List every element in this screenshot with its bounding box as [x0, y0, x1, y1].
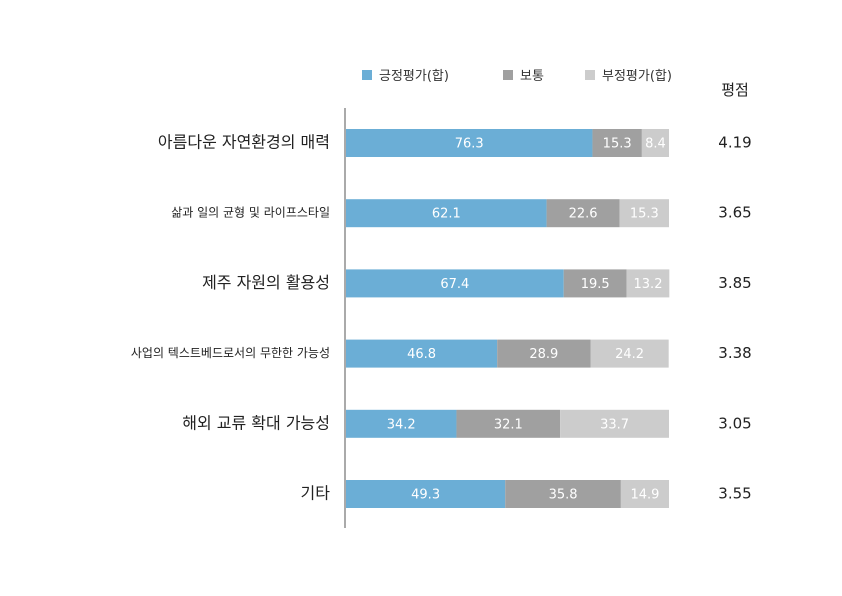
- bar-value-5-series-2: 32.1: [494, 417, 523, 432]
- bar-value-3-series-1: 67.4: [440, 277, 469, 292]
- bar-value-5-series-3: 33.7: [600, 417, 629, 432]
- bar-2-series-1: [346, 199, 547, 228]
- category-label-6: 기타: [301, 484, 331, 503]
- bar-2-series-2: [546, 199, 620, 228]
- score-value-2: 3.65: [718, 204, 751, 222]
- bar-5-series-1: [346, 409, 457, 438]
- legend-label-3: 부정평가(합): [602, 69, 672, 84]
- bar-1-series-2: [592, 129, 642, 157]
- legend-swatch-2: [503, 70, 513, 80]
- bar-4-series-3: [590, 339, 669, 368]
- category-label-1: 아름다운 자연환경의 매력: [158, 133, 330, 152]
- legend-swatch-1: [362, 70, 372, 80]
- legend-label-2: 보통: [520, 69, 544, 84]
- bar-3-series-3: [626, 269, 670, 298]
- bar-value-4-series-1: 46.8: [407, 347, 436, 362]
- bar-6-series-1: [346, 480, 506, 508]
- legend: 긍정평가(합) 보통 부정평가(합): [362, 69, 672, 84]
- bar-value-6-series-3: 14.9: [630, 488, 659, 503]
- score-values: 4.19 3.65 3.85 3.38 3.05 3.55: [718, 134, 751, 503]
- category-label-5: 해외 교류 확대 가능성: [182, 413, 330, 432]
- bar-value-6-series-1: 49.3: [411, 488, 440, 503]
- bar-value-4-series-3: 24.2: [615, 347, 644, 362]
- bar-value-1-series-1: 76.3: [455, 137, 484, 152]
- bar-value-2-series-1: 62.1: [432, 207, 461, 222]
- category-label-4: 사업의 텍스트베드로서의 무한한 가능성: [131, 346, 330, 360]
- score-value-1: 4.19: [718, 134, 751, 152]
- category-label-2: 삶과 일의 균형 및 라이프스타일: [171, 206, 330, 220]
- bar-value-1-series-3: 8.4: [645, 137, 666, 152]
- bars: 76.3 15.3 8.4 62.1 22.6 15.3 67.4 19.5 13.2 46.8 2…: [346, 129, 670, 508]
- score-value-3: 3.85: [718, 274, 751, 292]
- bar-4-series-2: [497, 339, 591, 368]
- bar-value-2-series-3: 15.3: [630, 207, 659, 222]
- score-header: 평점: [721, 81, 749, 99]
- bar-value-6-series-2: 35.8: [549, 488, 578, 503]
- bar-value-2-series-2: 22.6: [569, 207, 598, 222]
- score-value-6: 3.55: [718, 485, 751, 503]
- bar-3-series-2: [563, 269, 627, 298]
- bar-value-3-series-2: 19.5: [581, 277, 610, 292]
- bar-6-series-2: [505, 480, 621, 508]
- category-label-3: 제주 자원의 활용성: [202, 273, 330, 292]
- bar-2-series-3: [619, 199, 669, 228]
- bar-value-5-series-1: 34.2: [387, 417, 416, 432]
- bar-5-series-2: [456, 409, 561, 438]
- bar-6-series-3: [620, 480, 669, 508]
- score-value-5: 3.05: [718, 414, 751, 432]
- legend-label-1: 긍정평가(합): [379, 69, 449, 84]
- bar-value-1-series-2: 15.3: [603, 137, 632, 152]
- bar-5-series-3: [560, 409, 669, 438]
- bar-4-series-1: [346, 339, 498, 368]
- bar-1-series-3: [641, 129, 669, 157]
- legend-swatch-3: [585, 70, 595, 80]
- bar-value-4-series-2: 28.9: [529, 347, 558, 362]
- bar-3-series-1: [346, 269, 564, 298]
- bar-value-3-series-3: 13.2: [634, 277, 663, 292]
- score-value-4: 3.38: [718, 344, 751, 362]
- bar-1-series-1: [346, 129, 593, 157]
